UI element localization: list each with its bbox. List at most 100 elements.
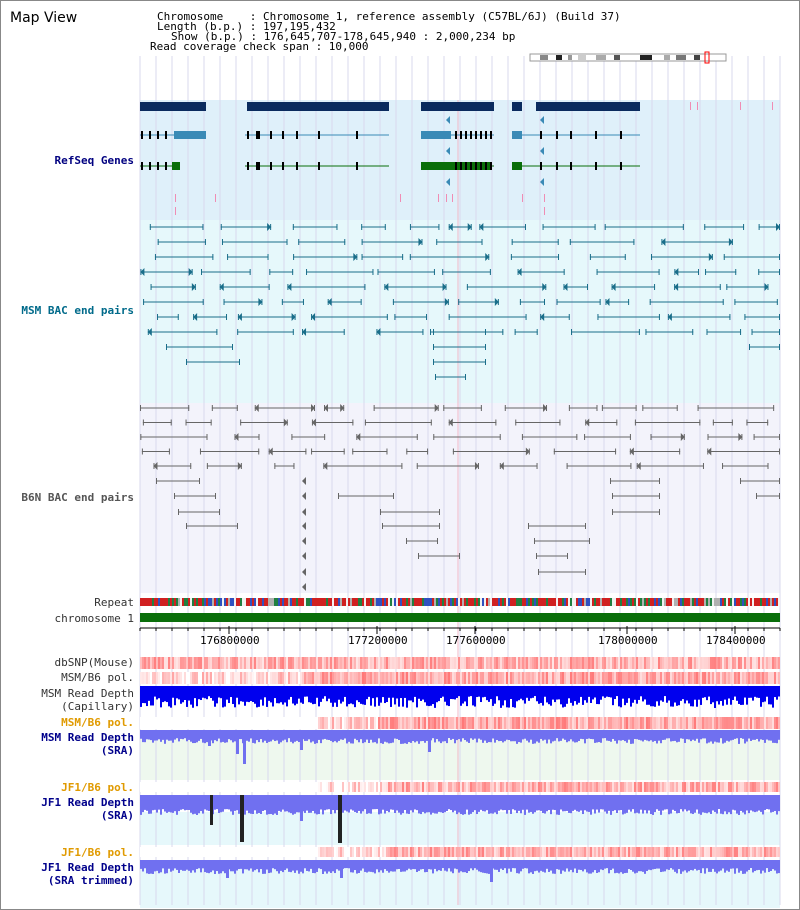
b6n-bac-end xyxy=(352,448,354,455)
jf1-sra-depth xyxy=(666,795,668,810)
jf1-b6-pol-density xyxy=(546,782,548,792)
msm-bac-end xyxy=(596,269,598,275)
jf1-sra-depth xyxy=(216,795,218,810)
msm-b6-pol-sra-density xyxy=(394,717,396,729)
msm-b6-pol-density xyxy=(612,672,614,684)
msm-capillary-depth xyxy=(190,686,192,705)
jf1-trimmed-depth xyxy=(690,860,692,871)
msm-b6-pol-sra-density xyxy=(358,717,360,729)
jf1-b6-pol-trimmed-density xyxy=(736,847,738,857)
jf1-sra-depth xyxy=(718,795,720,810)
jf1-sra-depth xyxy=(482,795,484,812)
msm-b6-pol-density xyxy=(408,672,410,684)
jf1-b6-pol-trimmed-density xyxy=(772,847,774,857)
msm-sra-depth xyxy=(686,730,688,740)
msm-bac-arrow-icon xyxy=(517,268,522,276)
msm-bac-end xyxy=(409,254,411,260)
jf1-sra-depth xyxy=(502,795,504,811)
jf1-b6-pol-density xyxy=(722,782,724,792)
repeat-element xyxy=(308,598,310,606)
msm-b6-pol-sra-density xyxy=(654,717,656,729)
msm-b6-pol-sra-density xyxy=(548,717,550,729)
msm-sra-depth xyxy=(580,730,582,739)
dbsnp-density xyxy=(180,657,182,669)
msm-b6-pol-density xyxy=(470,672,472,684)
msm-capillary-depth xyxy=(608,686,610,698)
msm-capillary-depth xyxy=(224,686,226,707)
msm-sra-depth xyxy=(402,730,404,744)
jf1-b6-pol-trimmed-density xyxy=(344,847,346,857)
jf1-b6-pol-density xyxy=(636,782,638,792)
jf1-b6-pol-density xyxy=(494,782,496,792)
msm-capillary-depth xyxy=(154,686,156,697)
jf1-sra-depth xyxy=(158,795,160,810)
dbsnp-density xyxy=(392,657,394,669)
msm-capillary-depth xyxy=(598,686,600,705)
b6n-bac-end xyxy=(380,509,381,515)
gene-exon-tick xyxy=(258,162,260,170)
msm-b6-pol-density xyxy=(370,672,372,684)
msm-b6-pol-density xyxy=(674,672,676,684)
jf1-b6-pol-density xyxy=(148,782,150,792)
msm-b6-pol-density xyxy=(162,672,164,684)
jf1-b6-pol-trimmed-density xyxy=(506,847,508,857)
msm-b6-pol-density xyxy=(586,672,588,684)
msm-b6-pol-sra-density xyxy=(430,717,432,729)
msm-b6-pol-density xyxy=(350,672,352,684)
dbsnp-density xyxy=(336,657,338,669)
msm-sra-depth xyxy=(360,730,362,740)
dbsnp-density xyxy=(174,657,176,669)
msm-b6-pol-density xyxy=(164,672,166,684)
msm-capillary-depth xyxy=(370,686,372,706)
jf1-trimmed-depth xyxy=(450,860,452,872)
msm-b6-pol-sra-density xyxy=(410,717,412,729)
jf1-sra-depth xyxy=(456,795,458,815)
repeat-element xyxy=(296,598,298,606)
jf1-b6-pol-trimmed-density xyxy=(606,847,608,857)
msm-sra-depth xyxy=(416,730,418,742)
msm-sra-depth xyxy=(598,730,600,743)
msm-capillary-depth xyxy=(150,686,152,706)
msm-sra-depth xyxy=(140,730,142,739)
jf1-b6-pol-density xyxy=(616,782,618,792)
jf1-b6-pol-density xyxy=(396,782,398,792)
msm-b6-pol-sra-density xyxy=(556,717,558,729)
dbsnp-density xyxy=(702,657,704,669)
msm-b6-pol-density xyxy=(194,672,196,684)
msm-capillary-depth xyxy=(520,686,522,699)
msm-sra-depth xyxy=(622,730,624,741)
jf1-sra-depth xyxy=(356,795,358,813)
jf1-sra-depth xyxy=(350,795,352,810)
msm-capillary-depth xyxy=(218,686,220,698)
jf1-trimmed-depth xyxy=(586,860,588,873)
msm-capillary-depth xyxy=(356,686,358,701)
msm-b6-pol-density xyxy=(256,672,258,684)
msm-sra-depth-spike xyxy=(236,730,239,754)
msm-sra-depth xyxy=(376,730,378,744)
jf1-b6-pol-trimmed-density xyxy=(176,847,178,857)
msm-b6-pol-sra-density xyxy=(754,717,756,729)
jf1-b6-pol-density xyxy=(272,782,274,792)
msm-bac-end xyxy=(157,239,159,245)
jf1-b6-pol-density xyxy=(304,782,306,792)
jf1-b6-pol-trimmed-density xyxy=(266,847,268,857)
msm-b6-pol-density xyxy=(736,672,738,684)
jf1-sra-depth xyxy=(624,795,626,814)
msm-b6-pol-sra-density xyxy=(162,717,164,729)
msm-bac-end xyxy=(226,314,228,320)
jf1-b6-pol-trimmed-density xyxy=(580,847,582,857)
msm-sra-depth xyxy=(436,730,438,740)
msm-sra-depth xyxy=(440,730,442,744)
jf1-b6-pol-trimmed-density xyxy=(260,847,262,857)
jf1-b6-pol-trimmed-density xyxy=(394,847,396,857)
msm-capillary-depth xyxy=(232,686,234,705)
msm-bac-end xyxy=(344,239,346,245)
dbsnp-density xyxy=(716,657,718,669)
jf1-sra-depth xyxy=(258,795,260,814)
jf1-trimmed-depth xyxy=(186,860,188,870)
b6n-bac-end xyxy=(416,463,418,469)
jf1-b6-pol-density xyxy=(672,782,674,792)
msm-sra-depth xyxy=(722,730,724,744)
jf1-sra-depth xyxy=(738,795,740,815)
